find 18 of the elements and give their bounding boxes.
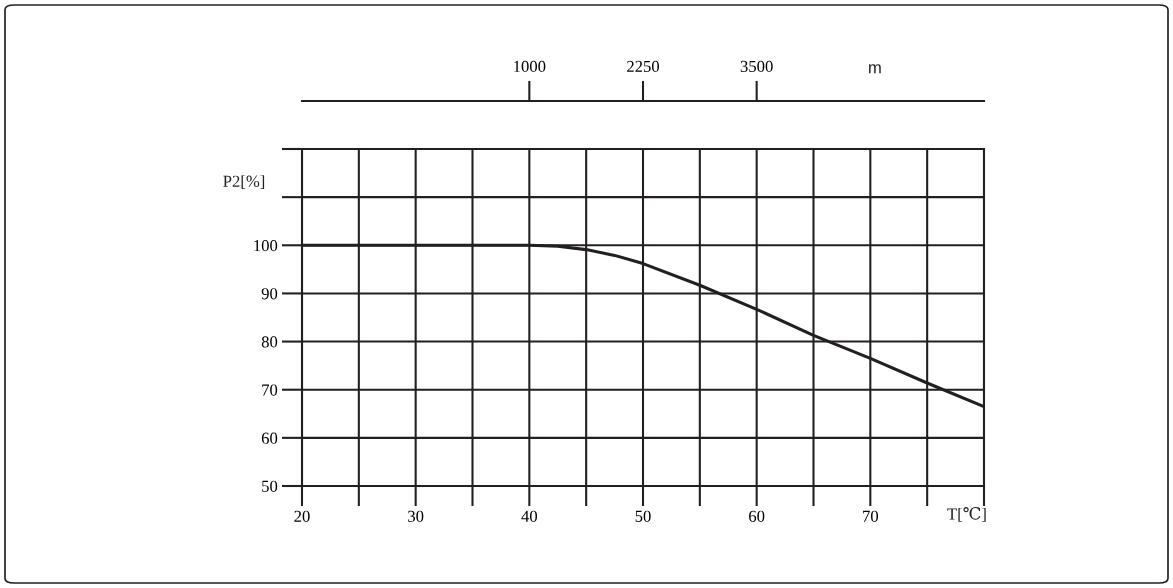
y-tick-label: 80: [261, 336, 278, 348]
x2-axis-title: m: [869, 64, 881, 74]
x-tick-label: 30: [408, 510, 424, 522]
y-tick-label: 100: [254, 239, 278, 252]
x-axis-title: T[℃]: [947, 507, 986, 522]
y-tick-label: 50: [262, 480, 278, 492]
x-tick-label: 70: [863, 510, 879, 522]
y-tick-label: 70: [262, 384, 278, 396]
x2-tick-label: 2250: [627, 60, 660, 72]
y-tick-label: 60: [261, 432, 278, 444]
x2-tick-label: 1000: [514, 60, 546, 72]
y-axis-title: P2[%]: [223, 175, 265, 189]
x-tick-label: 20: [294, 510, 310, 522]
x-tick-label: 40: [521, 510, 538, 522]
x-tick-label: 60: [749, 510, 765, 522]
x2-tick-label: 3500: [740, 60, 773, 72]
y-tick-label: 90: [261, 288, 278, 300]
x-tick-label: 50: [635, 510, 651, 522]
